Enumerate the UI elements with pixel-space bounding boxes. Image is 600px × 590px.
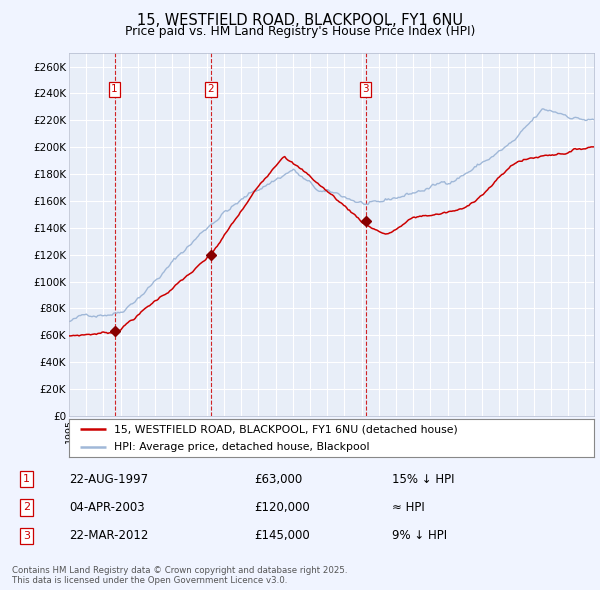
Text: 04-APR-2003: 04-APR-2003 bbox=[70, 501, 145, 514]
Text: 1: 1 bbox=[23, 474, 30, 484]
Text: 22-AUG-1997: 22-AUG-1997 bbox=[70, 473, 149, 486]
Text: 22-MAR-2012: 22-MAR-2012 bbox=[70, 529, 149, 542]
Text: £63,000: £63,000 bbox=[254, 473, 302, 486]
Text: 15, WESTFIELD ROAD, BLACKPOOL, FY1 6NU (detached house): 15, WESTFIELD ROAD, BLACKPOOL, FY1 6NU (… bbox=[113, 424, 457, 434]
Text: 9% ↓ HPI: 9% ↓ HPI bbox=[392, 529, 447, 542]
Text: £145,000: £145,000 bbox=[254, 529, 310, 542]
Text: Contains HM Land Registry data © Crown copyright and database right 2025.
This d: Contains HM Land Registry data © Crown c… bbox=[12, 566, 347, 585]
Text: HPI: Average price, detached house, Blackpool: HPI: Average price, detached house, Blac… bbox=[113, 442, 369, 452]
Text: £120,000: £120,000 bbox=[254, 501, 310, 514]
Text: 3: 3 bbox=[23, 531, 30, 540]
Text: 2: 2 bbox=[23, 503, 30, 512]
Text: ≈ HPI: ≈ HPI bbox=[392, 501, 425, 514]
Text: Price paid vs. HM Land Registry's House Price Index (HPI): Price paid vs. HM Land Registry's House … bbox=[125, 25, 475, 38]
Text: 2: 2 bbox=[208, 84, 214, 94]
Text: 15, WESTFIELD ROAD, BLACKPOOL, FY1 6NU: 15, WESTFIELD ROAD, BLACKPOOL, FY1 6NU bbox=[137, 13, 463, 28]
Text: 1: 1 bbox=[111, 84, 118, 94]
Text: 3: 3 bbox=[362, 84, 369, 94]
Text: 15% ↓ HPI: 15% ↓ HPI bbox=[392, 473, 455, 486]
